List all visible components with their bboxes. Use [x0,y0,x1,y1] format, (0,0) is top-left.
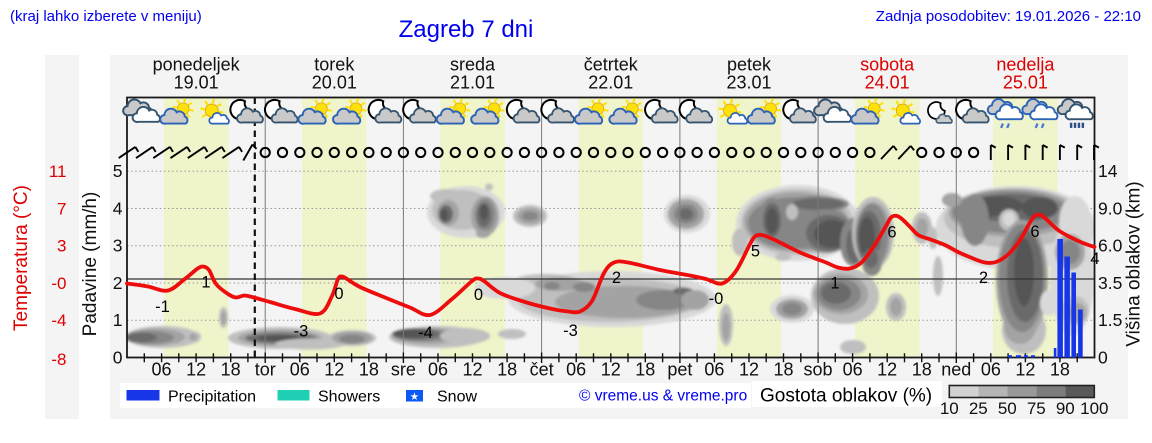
svg-text:22.01: 22.01 [588,73,633,93]
svg-text:18: 18 [359,360,379,380]
svg-text:21.01: 21.01 [450,73,495,93]
svg-text:2: 2 [612,269,621,287]
svg-text:Zagreb 7 dni: Zagreb 7 dni [399,16,534,43]
svg-text:5: 5 [751,243,760,261]
svg-text:6: 6 [1030,223,1039,241]
svg-text:7: 7 [57,199,66,218]
svg-text:pet: pet [667,360,692,380]
svg-text:24.01: 24.01 [865,73,910,93]
svg-text:12: 12 [739,360,759,380]
svg-text:Višina oblakov (km): Višina oblakov (km) [1124,181,1145,346]
svg-text:ponedeljek: ponedeljek [153,55,241,75]
svg-text:sreda: sreda [450,55,496,75]
svg-text:-8: -8 [51,350,66,369]
svg-text:★: ★ [410,391,420,403]
svg-text:25: 25 [969,399,988,418]
svg-text:čet: čet [530,360,554,380]
svg-text:50: 50 [998,399,1017,418]
svg-text:torek: torek [314,55,355,75]
svg-text:25.01: 25.01 [1003,73,1048,93]
svg-text:-0: -0 [51,274,66,293]
svg-text:18: 18 [497,360,517,380]
svg-text:Gostota oblakov (%): Gostota oblakov (%) [760,386,932,407]
svg-text:12: 12 [601,360,621,380]
svg-text:3.5: 3.5 [1098,273,1122,293]
svg-text:Showers: Showers [318,389,380,406]
svg-text:nedelja: nedelja [996,55,1055,75]
svg-text:12: 12 [324,360,344,380]
svg-text:06: 06 [152,360,172,380]
svg-text:-3: -3 [563,322,578,340]
svg-text:5: 5 [113,161,123,181]
svg-text:Zadnja posodobitev: 19.01.2026: Zadnja posodobitev: 19.01.2026 - 22:10 [876,8,1141,25]
svg-text:četrtek: četrtek [584,55,639,75]
svg-text:06: 06 [428,360,448,380]
svg-text:2: 2 [113,273,123,293]
svg-text:0: 0 [113,348,123,368]
svg-text:(kraj lahko izberete v meniju): (kraj lahko izberete v meniju) [10,8,202,25]
svg-text:2: 2 [979,269,988,287]
svg-text:06: 06 [290,360,310,380]
svg-text:Temperatura (°C): Temperatura (°C) [11,185,32,331]
svg-text:06: 06 [843,360,863,380]
svg-text:-4: -4 [418,324,433,342]
svg-text:23.01: 23.01 [726,73,771,93]
svg-text:12: 12 [1015,360,1035,380]
svg-text:sob: sob [804,360,833,380]
svg-text:100: 100 [1080,399,1108,418]
svg-text:1: 1 [113,310,123,330]
svg-text:12: 12 [877,360,897,380]
svg-text:12: 12 [186,360,206,380]
svg-text:06: 06 [704,360,724,380]
svg-text:6: 6 [887,224,896,242]
svg-text:19.01: 19.01 [174,73,219,93]
svg-text:ned: ned [941,360,971,380]
svg-text:4: 4 [113,198,123,218]
svg-text:-1: -1 [155,298,170,316]
svg-text:sre: sre [391,360,416,380]
svg-text:3: 3 [113,236,123,256]
svg-text:9.0: 9.0 [1098,198,1123,218]
svg-text:10: 10 [940,399,959,418]
svg-text:11: 11 [49,162,67,181]
svg-text:Snow: Snow [437,389,477,406]
svg-text:14: 14 [1098,161,1118,181]
svg-text:© vreme.us & vreme.pro: © vreme.us & vreme.pro [579,388,747,405]
svg-text:-0: -0 [709,290,724,308]
svg-text:-4: -4 [51,311,66,330]
svg-text:18: 18 [221,360,241,380]
svg-text:petek: petek [727,55,772,75]
svg-text:Padavine (mm/h): Padavine (mm/h) [80,192,101,337]
svg-text:90: 90 [1056,399,1075,418]
svg-text:0: 0 [334,285,343,303]
svg-text:18: 18 [635,360,655,380]
svg-text:6.0: 6.0 [1098,236,1123,256]
svg-text:06: 06 [566,360,586,380]
svg-text:0: 0 [1098,348,1108,368]
svg-text:1: 1 [201,274,210,292]
svg-text:1: 1 [830,275,839,293]
svg-text:4: 4 [1090,250,1099,268]
svg-text:Precipitation: Precipitation [168,389,256,406]
svg-text:0: 0 [474,286,483,304]
svg-text:18: 18 [912,360,932,380]
svg-text:sobota: sobota [860,55,915,75]
svg-text:06: 06 [981,360,1001,380]
svg-text:-3: -3 [294,323,309,341]
svg-text:tor: tor [255,360,276,380]
svg-text:18: 18 [1050,360,1070,380]
svg-text:20.01: 20.01 [312,73,357,93]
svg-text:75: 75 [1027,399,1046,418]
svg-text:1.5: 1.5 [1098,310,1122,330]
svg-text:3: 3 [57,237,66,256]
svg-text:12: 12 [463,360,483,380]
svg-text:18: 18 [774,360,794,380]
